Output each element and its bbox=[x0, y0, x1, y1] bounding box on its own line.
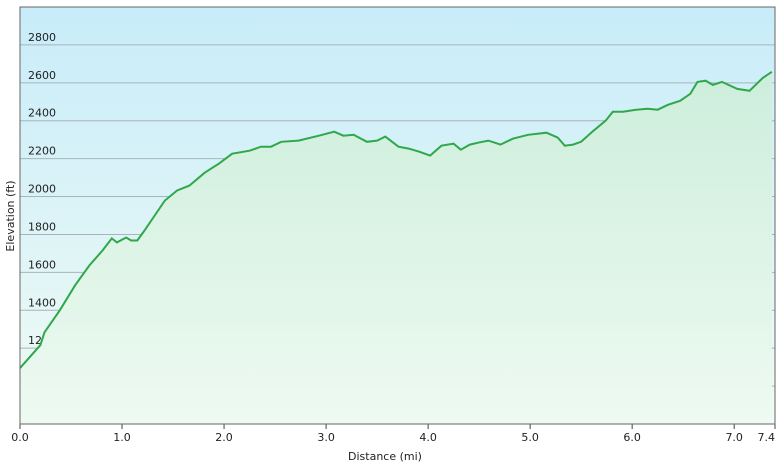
elevation-line bbox=[19, 70, 773, 369]
y-tick-label: 2000 bbox=[28, 183, 56, 196]
x-tick-label: 5.0 bbox=[521, 431, 539, 444]
x-tick-label: 2.0 bbox=[215, 431, 233, 444]
y-tick-label: 1600 bbox=[28, 258, 56, 271]
y-tick-label: 1400 bbox=[28, 296, 56, 309]
plot-border bbox=[19, 6, 776, 425]
y-axis-label: Elevation (ft) bbox=[4, 180, 17, 251]
y-tick-label: 2200 bbox=[28, 145, 56, 158]
x-tick-label: 7.4 bbox=[758, 431, 776, 444]
x-tick-label: 7.0 bbox=[725, 431, 743, 444]
area-fill bbox=[20, 71, 772, 425]
x-tick-label: 3.0 bbox=[317, 431, 335, 444]
x-tick-label: 4.0 bbox=[419, 431, 437, 444]
y-tick-label: 1800 bbox=[28, 220, 56, 233]
x-tick-label: 1.0 bbox=[113, 431, 131, 444]
x-tick-label: 0.0 bbox=[11, 431, 29, 444]
x-tick-label: 6.0 bbox=[623, 431, 641, 444]
x-axis-label: Distance (mi) bbox=[348, 450, 422, 463]
y-tick-label: 2600 bbox=[28, 69, 56, 82]
y-tick-label: 2800 bbox=[28, 31, 56, 44]
y-tick-label: 2400 bbox=[28, 107, 56, 120]
